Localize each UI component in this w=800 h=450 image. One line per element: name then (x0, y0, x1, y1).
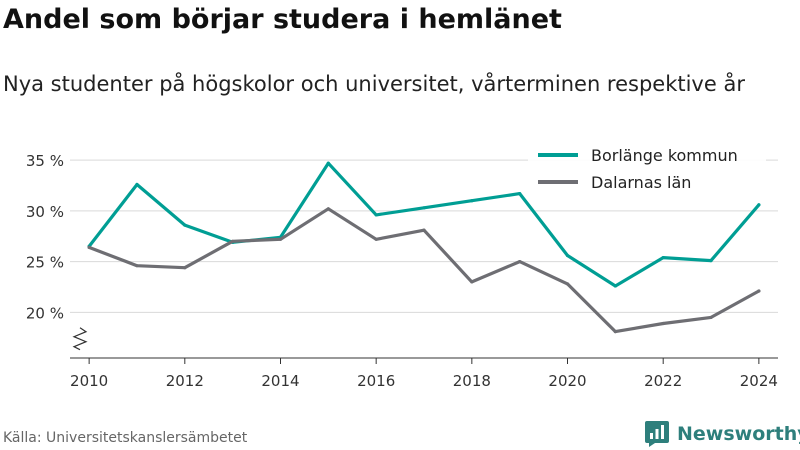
legend-background (528, 141, 766, 197)
data-point (183, 223, 187, 227)
x-tick-label: 2020 (548, 372, 586, 390)
data-point (661, 255, 665, 260)
data-point (326, 207, 330, 211)
x-tick-label: 2018 (453, 372, 491, 390)
data-point (326, 161, 330, 165)
data-point (661, 321, 665, 326)
data-point (135, 264, 139, 268)
data-point (422, 206, 426, 210)
data-point (87, 245, 91, 250)
legend-label: Dalarnas län (591, 173, 691, 192)
data-point (374, 213, 378, 217)
data-point (565, 253, 570, 258)
data-point (374, 237, 378, 241)
data-point (183, 266, 187, 270)
data-point (757, 289, 761, 293)
data-point (709, 315, 713, 320)
data-point (613, 284, 617, 288)
y-tick-label: 30 % (26, 203, 64, 221)
data-point (470, 280, 474, 284)
y-tick-label: 20 % (26, 304, 64, 322)
x-tick-label: 2016 (357, 372, 395, 390)
axis-break-icon (72, 327, 88, 351)
legend-label: Borlänge kommun (591, 146, 738, 165)
source-note: Källa: Universitetskanslersämbetet (3, 430, 248, 446)
data-point (278, 237, 283, 241)
y-tick-label: 25 % (26, 254, 64, 272)
data-point (709, 258, 713, 263)
x-tick-label: 2014 (261, 372, 299, 390)
newsworthy-logo-icon (645, 421, 669, 447)
brand-name: Newsworthy (677, 423, 800, 445)
x-tick-label: 2010 (70, 372, 108, 390)
data-point (135, 182, 139, 187)
brand-logo[interactable]: Newsworthy (644, 420, 800, 448)
data-point (565, 282, 570, 286)
data-point (231, 239, 235, 243)
data-point (518, 192, 522, 196)
data-point (613, 330, 617, 334)
data-point (757, 203, 761, 207)
y-tick-label: 35 % (26, 152, 64, 170)
data-point (470, 199, 474, 203)
x-tick-label: 2012 (166, 372, 204, 390)
data-point (422, 228, 426, 232)
legend: Borlänge kommun Dalarnas län (528, 141, 766, 197)
chart-subtitle: Nya studenter på högskolor och universit… (3, 72, 745, 96)
data-point (518, 260, 522, 264)
chart-title: Andel som börjar studera i hemlänet (3, 4, 562, 35)
x-tick-label: 2024 (740, 372, 778, 390)
x-tick-label: 2022 (644, 372, 682, 390)
